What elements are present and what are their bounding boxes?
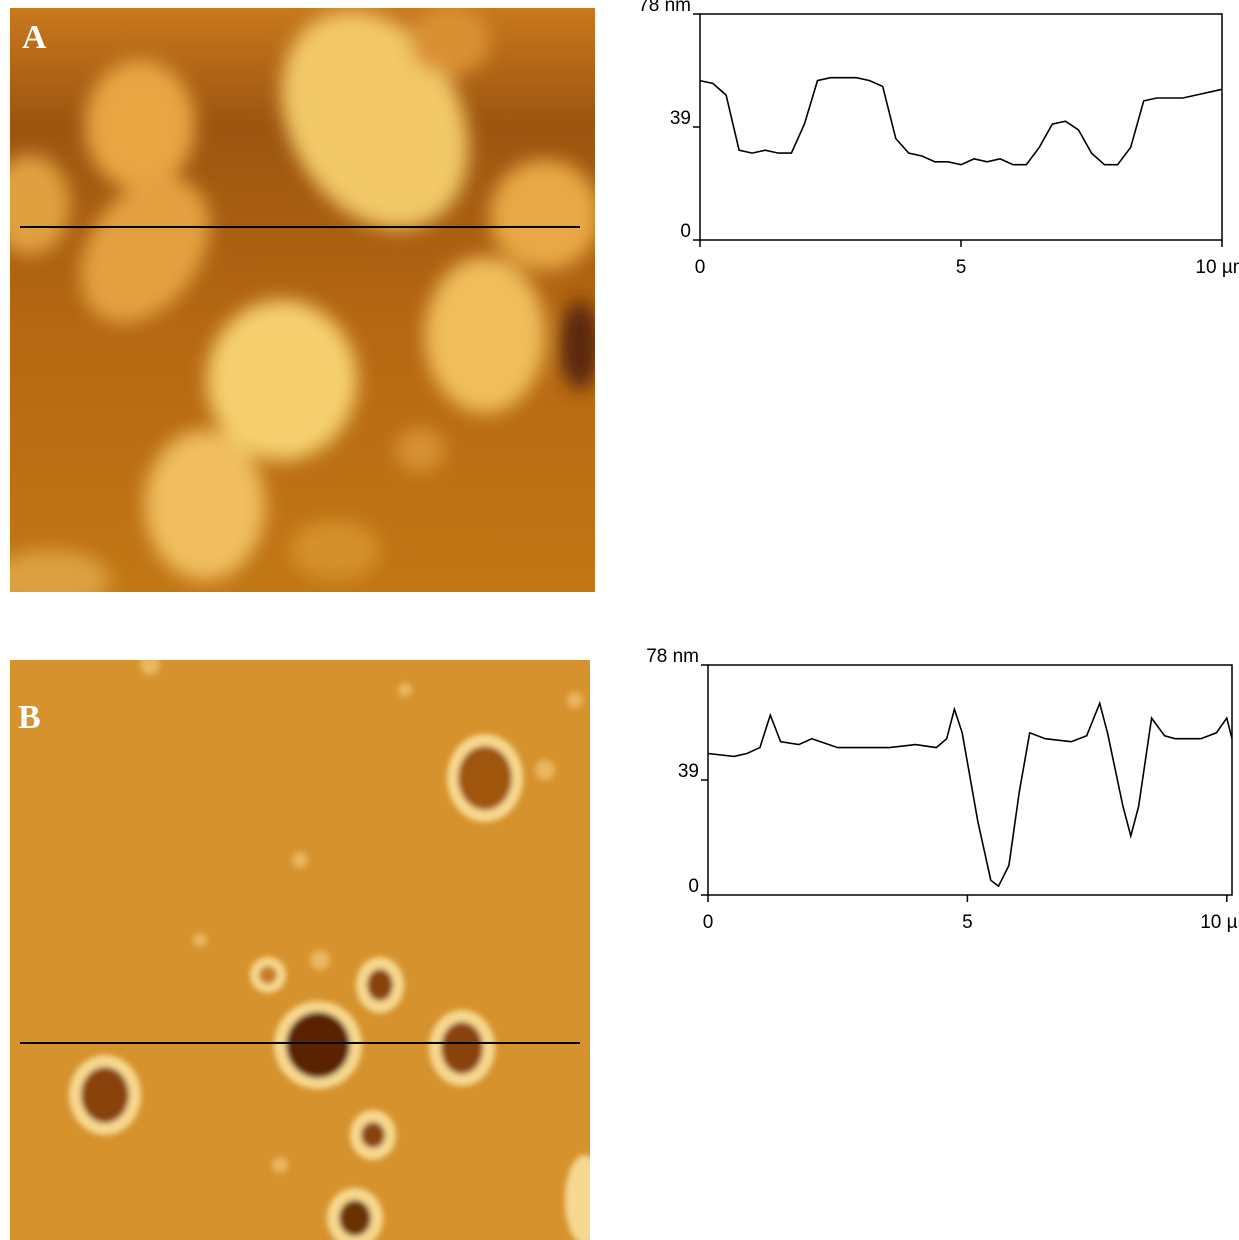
x-tick-label: 5 xyxy=(956,257,967,278)
panel-label: A xyxy=(22,19,47,56)
profile-line xyxy=(699,76,1223,166)
afm-image-b xyxy=(10,660,590,1240)
x-tick-label: 10 µm xyxy=(1200,912,1239,933)
y-tick-label: 78 nm xyxy=(646,646,699,667)
x-tick-label: 0 xyxy=(703,912,714,933)
x-tick-label: 0 xyxy=(695,257,706,278)
y-tick-label: 78 nm xyxy=(638,0,691,16)
y-tick-label: 39 xyxy=(670,108,691,129)
y-tick-label: 39 xyxy=(678,761,699,782)
profile-line xyxy=(707,700,1233,888)
x-tick-label: 10 µm xyxy=(1195,257,1239,278)
x-tick-label: 5 xyxy=(962,912,973,933)
y-tick-label: 0 xyxy=(680,221,691,242)
y-tick-label: 0 xyxy=(688,876,699,897)
panel-label: B xyxy=(18,699,41,736)
afm-image-a xyxy=(10,8,595,592)
plot-frame xyxy=(699,13,1223,241)
